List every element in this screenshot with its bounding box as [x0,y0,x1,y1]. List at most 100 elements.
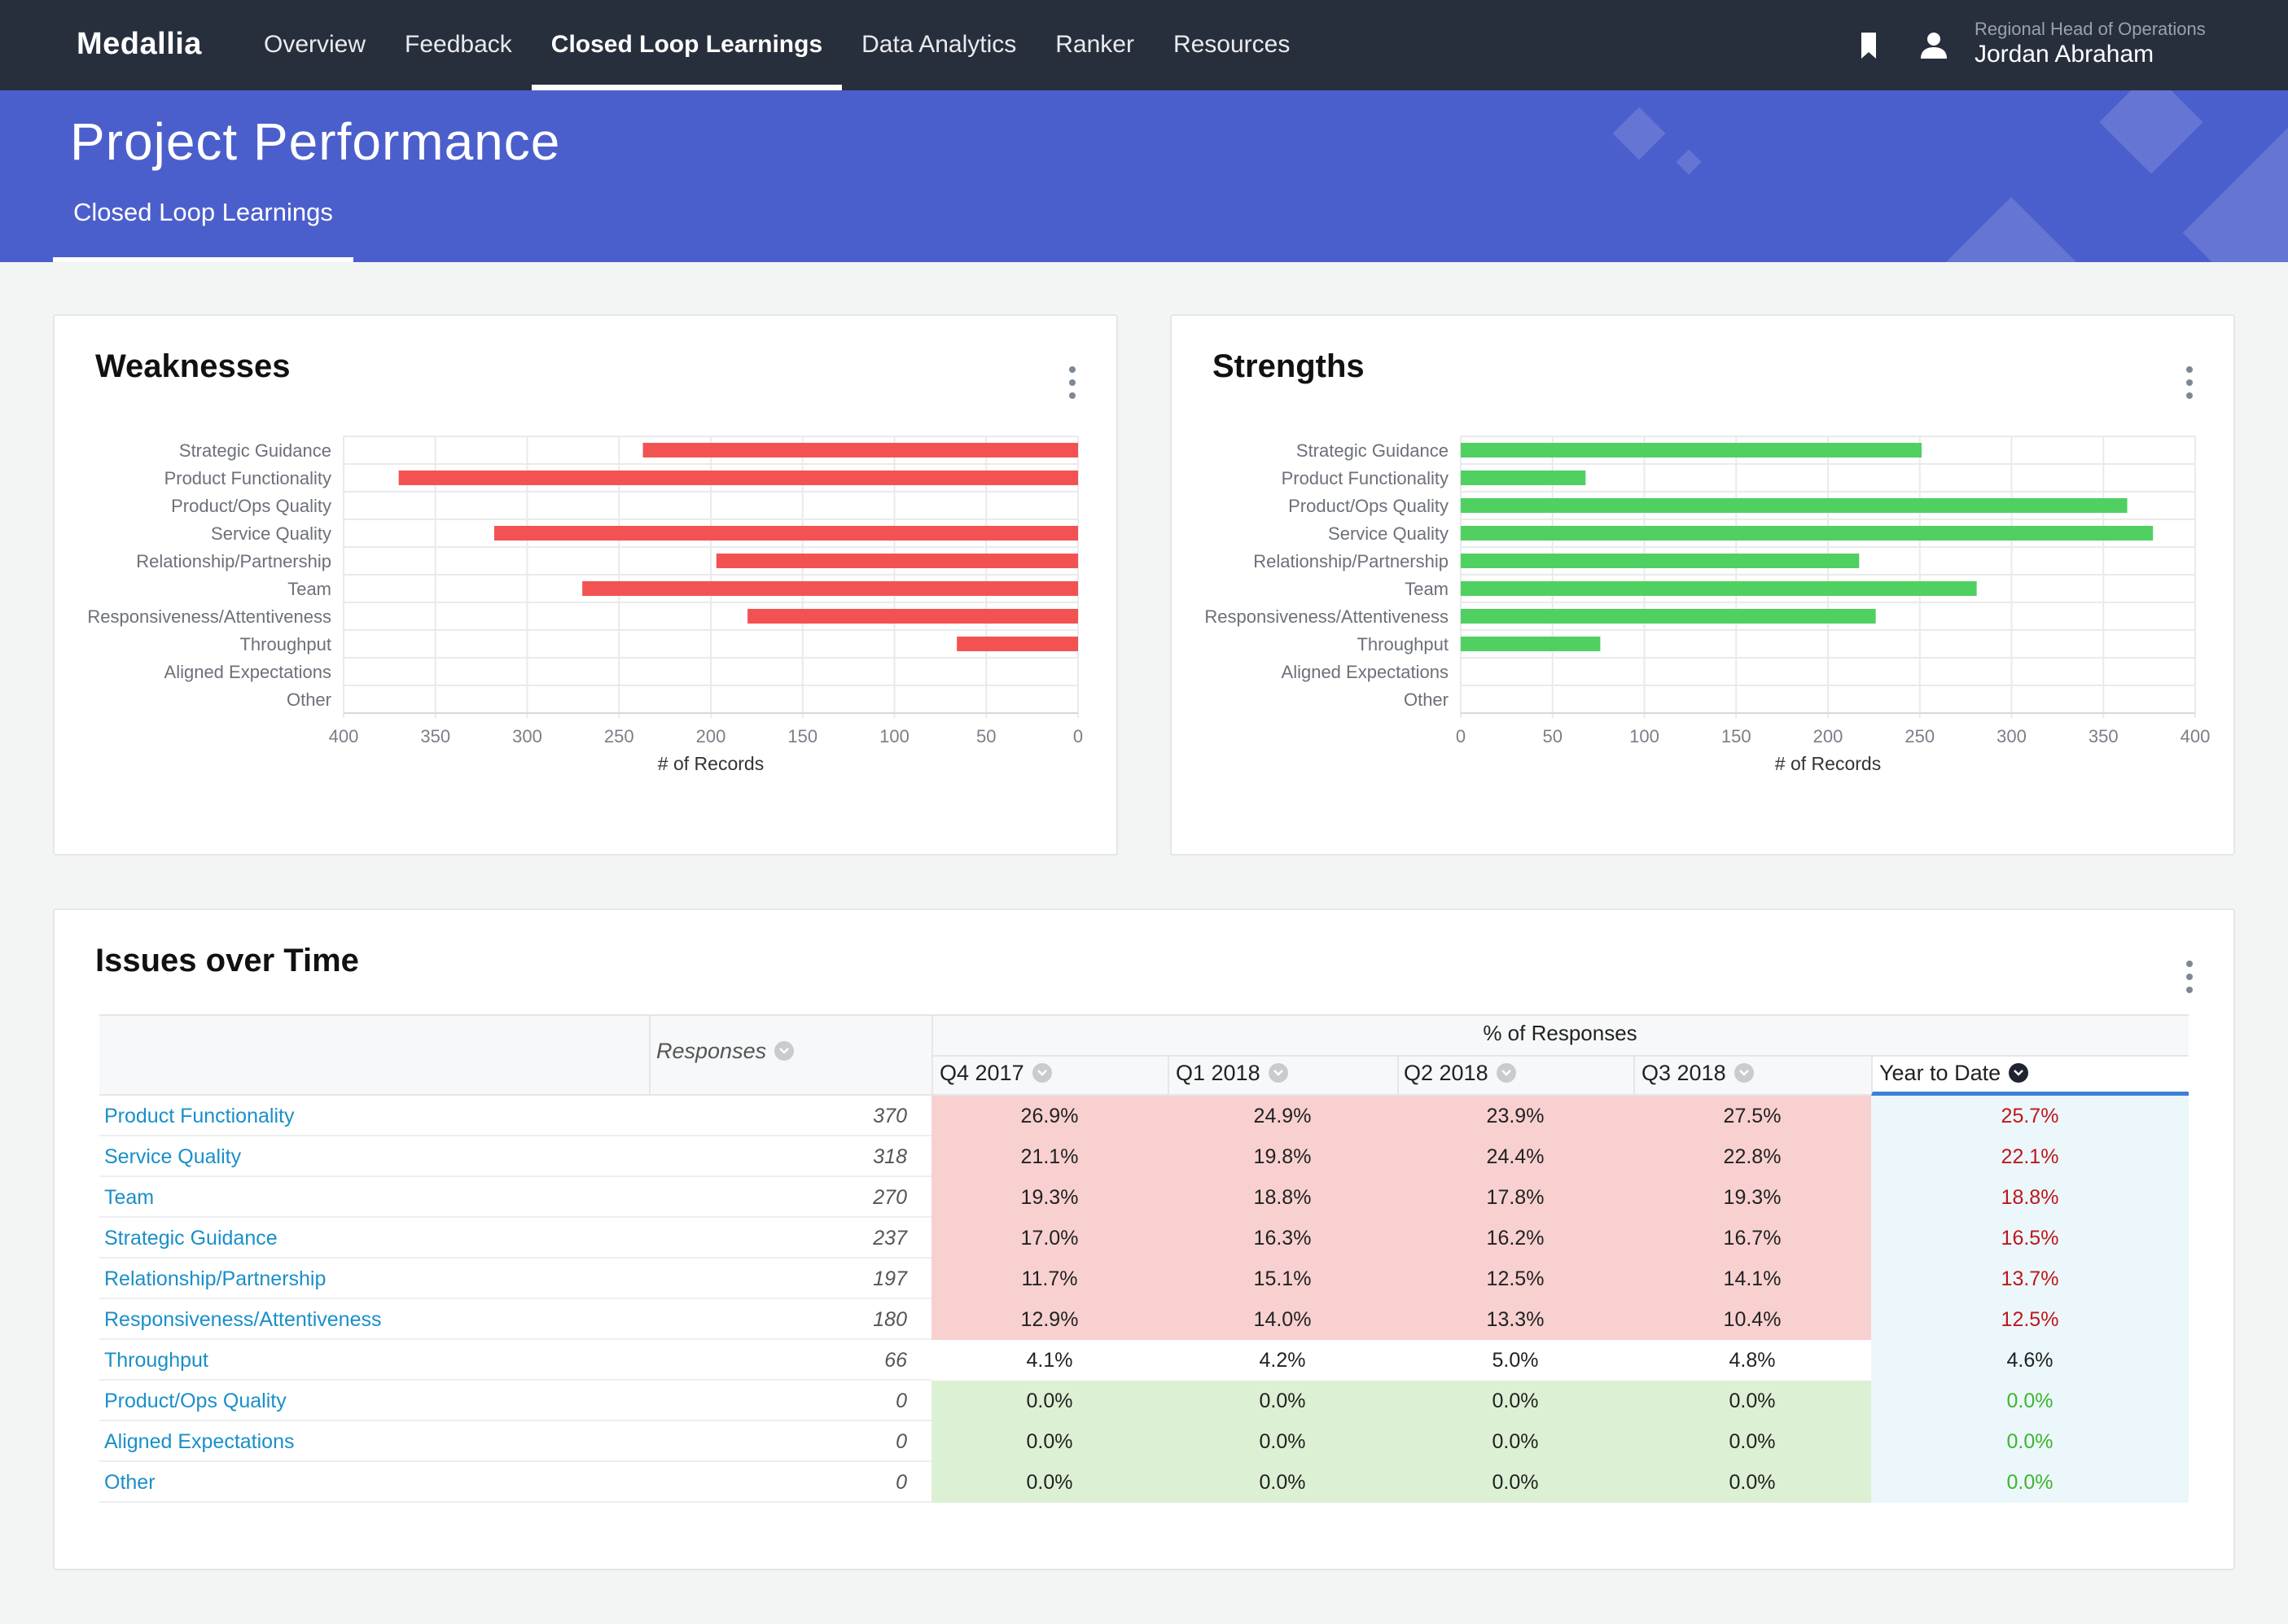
quarter-percent-value: 0.0% [1729,1471,1776,1494]
strengths-bar[interactable] [1461,471,1586,485]
strengths-bar[interactable] [1461,443,1922,457]
nav-item-overview[interactable]: Overview [264,31,366,58]
ytd-cell-bg [1871,1299,2189,1340]
ytd-cell-bg [1871,1136,2189,1177]
issue-name-link[interactable]: Strategic Guidance [104,1227,278,1250]
ytd-cell-bg [1871,1258,2189,1299]
issue-name-link[interactable]: Service Quality [104,1145,242,1168]
nav-item-closed-loop-learnings[interactable]: Closed Loop Learnings [531,0,843,90]
weaknesses-bar[interactable] [582,581,1078,596]
quarter-percent-value: 10.4% [1723,1308,1782,1331]
responses-value: 197 [873,1267,907,1290]
weaknesses-category-label: Responsiveness/Attentiveness [87,606,331,627]
bookmark-icon[interactable] [1860,33,1878,63]
weaknesses-category-label: Throughput [239,634,331,654]
issue-name-link[interactable]: Relationship/Partnership [104,1267,327,1290]
responses-header-label: Responses [656,1039,767,1063]
year-to-date-value: 0.0% [2006,1471,2054,1494]
nav-item-resources[interactable]: Resources [1172,31,1291,58]
issue-name-link[interactable]: Responsiveness/Attentiveness [104,1308,382,1331]
strengths-x-tick-label: 50 [1543,726,1563,746]
weaknesses-bar[interactable] [957,637,1078,651]
responses-value: 270 [873,1186,907,1209]
weaknesses-bar[interactable] [747,609,1078,624]
decorative-shape [1612,107,1666,160]
weaknesses-category-label: Product/Ops Quality [171,496,331,516]
sort-chevron-icon[interactable] [1496,1062,1516,1083]
nav-item-ranker[interactable]: Ranker [1055,31,1134,58]
nav-item-feedback[interactable]: Feedback [405,31,512,58]
table-row: Responsiveness/Attentiveness 180 12.9% 14.0… [99,1299,2189,1340]
brand-logo[interactable]: Medallia [77,27,202,61]
issues-title: Issues over Time [95,943,359,978]
strengths-menu-icon[interactable] [2185,366,2194,405]
page-title: Project Performance [70,112,561,171]
issue-name-link[interactable]: Product/Ops Quality [104,1390,287,1412]
strengths-bar[interactable] [1461,637,1601,651]
header-divider [1397,1055,1399,1096]
nav-item-data-analytics[interactable]: Data Analytics [861,31,1017,58]
user-icon[interactable] [1920,31,1948,63]
issues-menu-icon[interactable] [2185,961,2194,1000]
issue-name-link[interactable]: Other [104,1471,156,1494]
issue-name-link[interactable]: Aligned Expectations [104,1430,295,1453]
table-header-group [931,1014,2189,1055]
weaknesses-menu-icon[interactable] [1067,366,1077,405]
strengths-bar[interactable] [1461,498,2128,513]
strengths-x-tick-label: 350 [2089,726,2119,746]
responses-column-header[interactable]: Responses [656,1039,795,1064]
year-to-date-column-header[interactable]: Year to Date [1879,1061,2029,1086]
strengths-category-label: Strategic Guidance [1296,440,1449,461]
decorative-shape [2182,123,2288,262]
weaknesses-category-label: Product Functionality [164,468,331,488]
quarter-percent-value: 4.2% [1259,1349,1306,1372]
strengths-bar[interactable] [1461,526,2154,541]
quarter-percent-value: 0.0% [1492,1430,1539,1453]
q2-2018-column-header[interactable]: Q2 2018 [1404,1061,1516,1086]
strengths-bar[interactable] [1461,554,1860,568]
quarter-percent-value: 0.0% [1259,1390,1306,1412]
quarter-percent-value: 12.9% [1020,1308,1079,1331]
page-banner: Project Performance Closed Loop Learning… [0,90,2288,262]
weaknesses-category-label: Strategic Guidance [179,440,331,461]
row-highlight [931,1218,1871,1258]
weaknesses-x-tick-label: 250 [604,726,634,746]
user-name[interactable]: Jordan Abraham [1975,41,2154,68]
responses-value: 237 [873,1227,907,1250]
year-to-date-value: 0.0% [2006,1390,2054,1412]
weaknesses-x-tick-label: 400 [329,726,359,746]
sort-chevron-icon[interactable] [1734,1062,1754,1083]
quarter-percent-value: 0.0% [1259,1471,1306,1494]
q3-2018-column-header[interactable]: Q3 2018 [1641,1061,1754,1086]
sort-chevron-icon[interactable] [2009,1062,2029,1083]
q4-2017-column-header[interactable]: Q4 2017 [940,1061,1052,1086]
issue-name-link[interactable]: Throughput [104,1349,208,1372]
issue-name-link[interactable]: Team [104,1186,155,1209]
weaknesses-category-label: Team [287,579,331,599]
decorative-shape [1676,149,1702,175]
sort-chevron-icon[interactable] [1032,1062,1052,1083]
quarter-percent-value: 15.1% [1253,1267,1312,1290]
strengths-bar[interactable] [1461,609,1876,624]
weaknesses-x-tick-label: 300 [512,726,542,746]
table-row: Throughput 66 4.1% 4.2% 5.0% 4.8% 4.6% [99,1340,2189,1381]
weaknesses-title: Weaknesses [95,348,291,384]
tab-closed-loop-learnings[interactable]: Closed Loop Learnings [53,188,353,262]
responses-value: 0 [896,1430,907,1453]
weaknesses-bar[interactable] [716,554,1078,568]
sort-chevron-icon[interactable] [774,1040,795,1061]
weaknesses-bar[interactable] [398,471,1078,485]
q1-2018-column-header[interactable]: Q1 2018 [1176,1061,1288,1086]
ytd-cell-bg [1871,1096,2189,1136]
weaknesses-bar[interactable] [493,526,1078,541]
strengths-bar[interactable] [1461,581,1977,596]
top-nav-bar: Medallia Overview Feedback Closed Loop L… [0,0,2288,90]
sort-chevron-icon[interactable] [1268,1062,1288,1083]
year-to-date-value: 13.7% [2001,1267,2059,1290]
quarter-percent-value: 27.5% [1723,1105,1782,1127]
issues-table: Responses % of Responses Q4 2017 Q1 2018… [99,1014,2189,1503]
issue-name-link[interactable]: Product Functionality [104,1105,295,1127]
ytd-cell-bg [1871,1218,2189,1258]
quarter-percent-value: 11.7% [1021,1267,1078,1290]
weaknesses-bar[interactable] [642,443,1078,457]
